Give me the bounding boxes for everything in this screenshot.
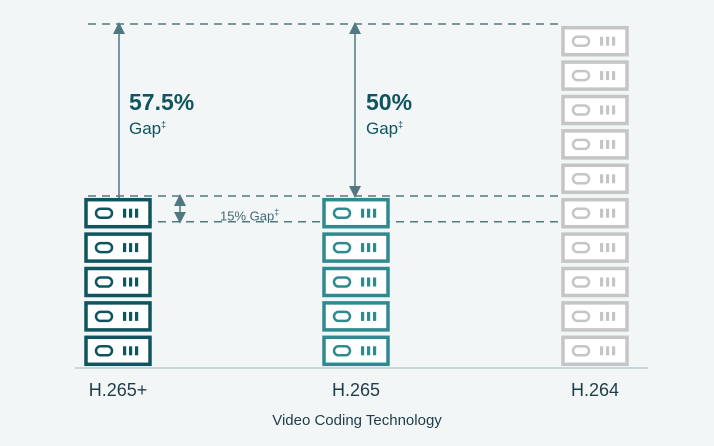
server-icon-h264-3 bbox=[561, 266, 629, 298]
annotation-gap-h265-text: Gap bbox=[366, 119, 399, 138]
server-icon-h265-4 bbox=[84, 232, 152, 263]
annotation-gap-h265plus-text: Gap bbox=[129, 119, 162, 138]
annotation-gap-h265plus: 57.5% Gap‡ bbox=[129, 89, 195, 138]
server-icon-h264-2 bbox=[561, 301, 629, 332]
annotation-gap-h265plus-mark: ‡ bbox=[161, 119, 167, 130]
annotation-gap-h265-value: 50% bbox=[366, 89, 413, 115]
server-icon-h265-1 bbox=[84, 335, 152, 367]
annotation-gap-small-text: 15% Gap bbox=[220, 208, 275, 224]
annotation-gap-h265-mark: ‡ bbox=[398, 119, 404, 130]
server-icon-h265-2 bbox=[322, 301, 390, 332]
server-icon-h264-4 bbox=[561, 232, 629, 263]
annotation-gap-small-mark: ‡ bbox=[274, 207, 280, 217]
server-icon-h264-5 bbox=[561, 197, 629, 229]
server-icon-h265-3 bbox=[84, 266, 152, 298]
server-icon-h265-3 bbox=[322, 266, 390, 298]
server-icon-h264-10 bbox=[561, 25, 629, 57]
category-label-h265: H.265 bbox=[331, 380, 381, 400]
server-icon-h265-2 bbox=[84, 301, 152, 332]
server-icon-h265-5 bbox=[322, 197, 390, 229]
server-icon-h264-9 bbox=[561, 60, 629, 91]
server-icon-h265-5 bbox=[84, 197, 152, 229]
annotation-gap-h265plus-value: 57.5% bbox=[129, 89, 195, 115]
server-icon-h264-7 bbox=[561, 129, 629, 160]
server-icon-h265-4 bbox=[322, 232, 390, 263]
category-label-h264: H.264 bbox=[570, 380, 620, 400]
category-label-h265plus: H.265+ bbox=[88, 380, 148, 400]
server-icon-h264-1 bbox=[561, 335, 629, 367]
server-icon-h264-6 bbox=[561, 163, 629, 195]
server-icon-h264-8 bbox=[561, 94, 629, 126]
annotation-gap-small: 15% Gap‡ bbox=[220, 207, 279, 223]
server-icon-h265-1 bbox=[322, 335, 390, 367]
annotation-gap-h265: 50% Gap‡ bbox=[366, 89, 413, 138]
x-axis-label: Video Coding Technology bbox=[272, 412, 442, 429]
